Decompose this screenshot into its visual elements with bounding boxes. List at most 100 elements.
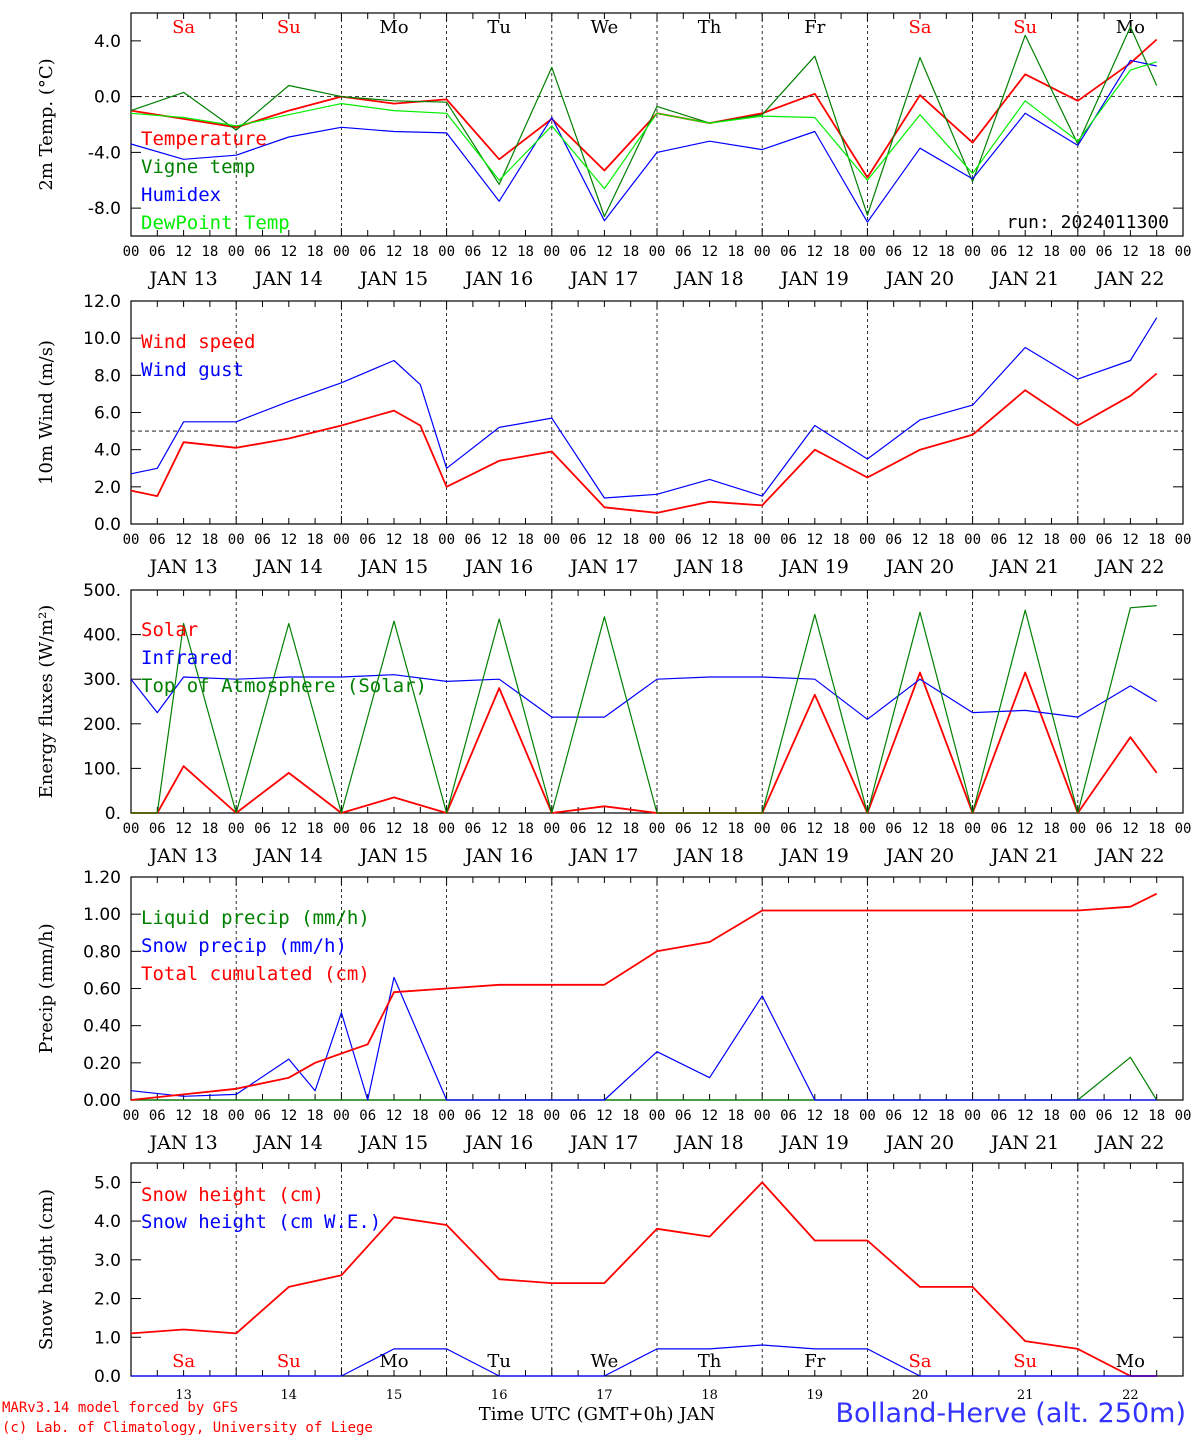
y-tick-label: 0. bbox=[105, 804, 121, 824]
x-hour-label: 12 bbox=[1017, 532, 1034, 548]
weekday-label: We bbox=[591, 17, 619, 38]
x-hour-label: 12 bbox=[701, 244, 718, 260]
x-hour-label: 00 bbox=[1069, 532, 1086, 548]
x-day-label: JAN 18 bbox=[674, 1132, 744, 1154]
x-hour-label: 06 bbox=[254, 244, 271, 260]
x-day-label: JAN 19 bbox=[779, 268, 849, 290]
x-day-number: 20 bbox=[912, 1388, 929, 1403]
x-hour-label: 06 bbox=[149, 1108, 166, 1124]
weekday-label: Th bbox=[698, 1351, 722, 1372]
panel-5: 5.0 4.0 3.0 2.0 1.0 0.0 Snow height (cm) 13 14 15… bbox=[36, 1162, 1184, 1403]
series-line bbox=[130, 372, 1158, 514]
x-hour-label: 00 bbox=[859, 532, 876, 548]
x-hour-label: 06 bbox=[254, 1108, 271, 1124]
x-hour-label: 12 bbox=[701, 1108, 718, 1124]
x-hour-label: 18 bbox=[1148, 532, 1165, 548]
x-hour-label: 12 bbox=[175, 821, 192, 837]
x-hour-label: 00 bbox=[1175, 532, 1192, 548]
y-tick-label: 10.0 bbox=[83, 329, 121, 349]
x-hour-label: 12 bbox=[175, 244, 192, 260]
y-tick-label: 2.0 bbox=[94, 1290, 121, 1310]
x-hour-label: 18 bbox=[201, 821, 218, 837]
x-hour-label: 00 bbox=[333, 1108, 350, 1124]
x-hour-label: 18 bbox=[1148, 821, 1165, 837]
x-hour-label: 00 bbox=[859, 1108, 876, 1124]
x-hour-label: 06 bbox=[359, 821, 376, 837]
x-hour-label: 12 bbox=[701, 821, 718, 837]
x-hour-label: 00 bbox=[438, 1108, 455, 1124]
x-hour-label: 00 bbox=[1175, 821, 1192, 837]
weekday-label: Sa bbox=[172, 17, 195, 38]
x-day-label: JAN 14 bbox=[253, 1132, 323, 1154]
series-line bbox=[130, 61, 1157, 190]
x-hour-label: 12 bbox=[596, 821, 613, 837]
legend-entry: Infrared bbox=[141, 647, 233, 669]
x-hour-label: 00 bbox=[438, 532, 455, 548]
x-hour-label: 18 bbox=[727, 821, 744, 837]
y-tick-label: 0.60 bbox=[83, 980, 121, 1000]
x-hour-label: 00 bbox=[228, 244, 245, 260]
legend-entry: Wind speed bbox=[141, 331, 255, 353]
x-hour-label: 00 bbox=[228, 821, 245, 837]
series-line bbox=[131, 605, 1157, 814]
x-hour-label: 06 bbox=[1096, 532, 1113, 548]
x-hour-label: 06 bbox=[990, 532, 1007, 548]
x-hour-label: 00 bbox=[438, 821, 455, 837]
x-hour-label: 06 bbox=[359, 1108, 376, 1124]
x-hour-label: 06 bbox=[675, 532, 692, 548]
x-day-label: JAN 15 bbox=[358, 845, 428, 867]
x-hour-label: 06 bbox=[675, 1108, 692, 1124]
x-hour-label: 18 bbox=[1148, 1108, 1165, 1124]
weekday-label: Mo bbox=[379, 1351, 408, 1372]
x-hour-label: 12 bbox=[1122, 532, 1139, 548]
x-hour-label: 06 bbox=[570, 1108, 587, 1124]
x-hour-label: 18 bbox=[412, 532, 429, 548]
x-hour-label: 00 bbox=[649, 1108, 666, 1124]
legend-entry: Solar bbox=[141, 619, 198, 641]
x-day-number: 18 bbox=[701, 1388, 718, 1403]
x-hour-label: 00 bbox=[649, 821, 666, 837]
x-hour-label: 06 bbox=[780, 244, 797, 260]
legend-entry: Snow precip (mm/h) bbox=[141, 935, 347, 957]
x-hour-label: 06 bbox=[990, 244, 1007, 260]
x-hour-label: 00 bbox=[333, 532, 350, 548]
x-hour-label: 18 bbox=[833, 1108, 850, 1124]
weekday-label: Su bbox=[1013, 17, 1037, 38]
legend-entry: Snow height (cm) bbox=[141, 1184, 324, 1206]
x-hour-label: 06 bbox=[254, 821, 271, 837]
x-hour-label: 18 bbox=[201, 1108, 218, 1124]
series-line bbox=[131, 1344, 1157, 1377]
x-hour-label: 06 bbox=[1096, 244, 1113, 260]
y-axis-label: Snow height (cm) bbox=[36, 1189, 57, 1350]
y-tick-label: 8.0 bbox=[94, 366, 121, 386]
x-hour-label: 18 bbox=[307, 821, 324, 837]
x-day-label: JAN 18 bbox=[674, 845, 744, 867]
x-day-label: JAN 13 bbox=[148, 845, 218, 867]
x-hour-label: 18 bbox=[938, 1108, 955, 1124]
plot-frame bbox=[130, 12, 1184, 237]
x-hour-label: 18 bbox=[938, 821, 955, 837]
weekday-label: Sa bbox=[908, 1351, 931, 1372]
x-hour-label: 00 bbox=[964, 244, 981, 260]
weekday-label: We bbox=[591, 1351, 619, 1372]
y-tick-label: 0.0 bbox=[94, 1367, 121, 1387]
y-tick-label: 4.0 bbox=[94, 1212, 121, 1232]
y-tick-label: 500. bbox=[83, 581, 121, 601]
x-hour-label: 12 bbox=[491, 244, 508, 260]
y-tick-label: 0.0 bbox=[94, 515, 121, 535]
y-tick-label: 100. bbox=[83, 759, 121, 779]
x-hour-label: 06 bbox=[675, 244, 692, 260]
x-hour-label: 18 bbox=[1043, 821, 1060, 837]
series-line bbox=[130, 317, 1158, 499]
y-tick-label: -4.0 bbox=[88, 143, 121, 163]
y-axis-label: Energy fluxes (W/m²) bbox=[36, 605, 57, 799]
x-day-label: JAN 22 bbox=[1094, 556, 1164, 578]
x-day-label: JAN 17 bbox=[568, 556, 638, 578]
x-hour-label: 12 bbox=[806, 244, 823, 260]
weekday-label: Th bbox=[698, 17, 722, 38]
x-hour-label: 12 bbox=[175, 1108, 192, 1124]
x-hour-label: 18 bbox=[517, 1108, 534, 1124]
x-day-label: JAN 20 bbox=[884, 268, 954, 290]
x-day-label: JAN 13 bbox=[148, 268, 218, 290]
x-hour-label: 18 bbox=[1043, 244, 1060, 260]
